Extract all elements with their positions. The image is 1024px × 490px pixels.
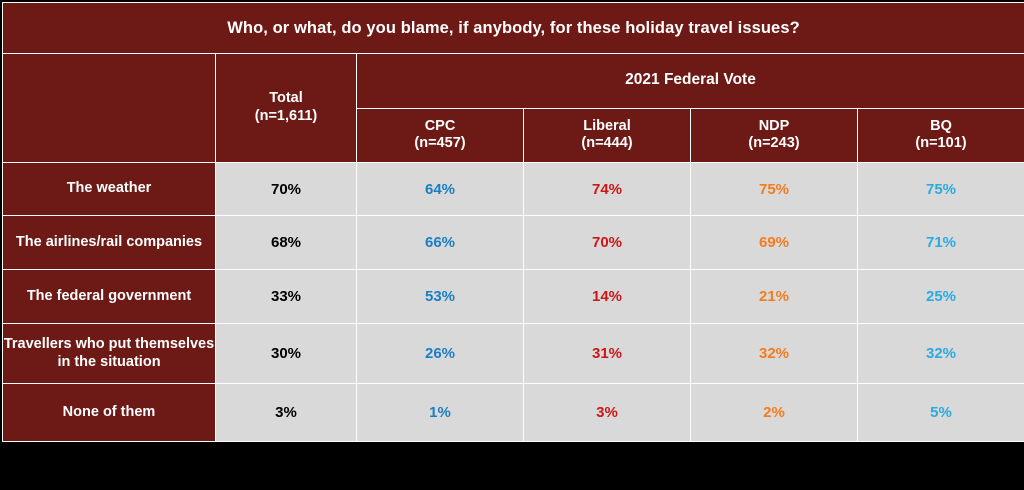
header-total-name: Total bbox=[269, 90, 303, 107]
header-row-parties: CPC (n=457) Liberal (n=444) NDP (n=243) … bbox=[3, 107, 1024, 163]
cell-bq: 25% bbox=[856, 269, 1024, 324]
row-label: The airlines/rail companies bbox=[2, 215, 216, 270]
cell-cpc: 66% bbox=[356, 215, 524, 270]
cell-liberal: 3% bbox=[523, 383, 691, 442]
header-total: Total (n=1,611) bbox=[215, 53, 357, 163]
header-party-ndp-name: NDP bbox=[758, 117, 790, 134]
cell-cpc: 64% bbox=[356, 162, 524, 216]
cell-bq: 5% bbox=[856, 383, 1024, 442]
cell-total: 68% bbox=[215, 215, 357, 270]
header-row-top: Total (n=1,611) 2021 Federal Vote bbox=[2, 53, 1024, 163]
poll-table-container: Who, or what, do you blame, if anybody, … bbox=[0, 2, 1024, 442]
cell-ndp: 21% bbox=[690, 269, 858, 324]
table-title-row: Who, or what, do you blame, if anybody, … bbox=[1, 2, 1024, 54]
header-party-cpc-base: (n=457) bbox=[414, 135, 466, 152]
cell-bq: 71% bbox=[856, 215, 1024, 270]
cell-ndp: 75% bbox=[690, 162, 858, 216]
cell-total: 3% bbox=[215, 383, 357, 442]
row-label: None of them bbox=[2, 383, 216, 442]
header-total-base: (n=1,611) bbox=[254, 108, 318, 124]
header-party-liberal-base: (n=444) bbox=[581, 135, 633, 152]
cell-liberal: 70% bbox=[523, 215, 691, 270]
table-row: The weather 70% 64% 74% 75% 75% bbox=[2, 162, 1024, 216]
cell-liberal: 74% bbox=[523, 162, 691, 216]
row-label: Travellers who put themselves in the sit… bbox=[2, 323, 216, 384]
header-party-ndp: NDP (n=243) bbox=[690, 107, 858, 163]
cell-total: 70% bbox=[215, 162, 357, 216]
cell-cpc: 1% bbox=[356, 383, 524, 442]
header-party-ndp-base: (n=243) bbox=[748, 135, 800, 152]
header-party-cpc-name: CPC bbox=[424, 117, 456, 134]
cell-liberal: 14% bbox=[523, 269, 691, 324]
cell-ndp: 69% bbox=[690, 215, 858, 270]
header-party-bq-base: (n=101) bbox=[915, 135, 967, 152]
poll-results-table: Who, or what, do you blame, if anybody, … bbox=[1, 2, 1024, 442]
cell-cpc: 26% bbox=[356, 323, 524, 384]
header-party-liberal: Liberal (n=444) bbox=[523, 107, 691, 163]
cell-liberal: 31% bbox=[523, 323, 691, 384]
header-corner-cell bbox=[2, 53, 216, 163]
table-row: None of them 3% 1% 3% 2% 5% bbox=[2, 383, 1024, 442]
row-label: The weather bbox=[2, 162, 216, 216]
header-group-federal-vote: 2021 Federal Vote bbox=[355, 53, 1024, 109]
cell-total: 30% bbox=[215, 323, 357, 384]
table-row: Travellers who put themselves in the sit… bbox=[2, 323, 1024, 384]
cell-total: 33% bbox=[215, 269, 357, 324]
header-party-liberal-name: Liberal bbox=[583, 117, 631, 134]
header-party-bq-name: BQ bbox=[930, 117, 952, 134]
table-row: The airlines/rail companies 68% 66% 70% … bbox=[2, 215, 1024, 270]
header-party-bq: BQ (n=101) bbox=[856, 107, 1024, 163]
page-title: Who, or what, do you blame, if anybody, … bbox=[1, 2, 1024, 54]
cell-cpc: 53% bbox=[356, 269, 524, 324]
cell-bq: 32% bbox=[856, 323, 1024, 384]
cell-bq: 75% bbox=[856, 162, 1024, 216]
header-party-cpc: CPC (n=457) bbox=[356, 107, 524, 163]
row-label: The federal government bbox=[2, 269, 216, 324]
cell-ndp: 2% bbox=[690, 383, 858, 442]
cell-ndp: 32% bbox=[690, 323, 858, 384]
table-row: The federal government 33% 53% 14% 21% 2… bbox=[2, 269, 1024, 324]
